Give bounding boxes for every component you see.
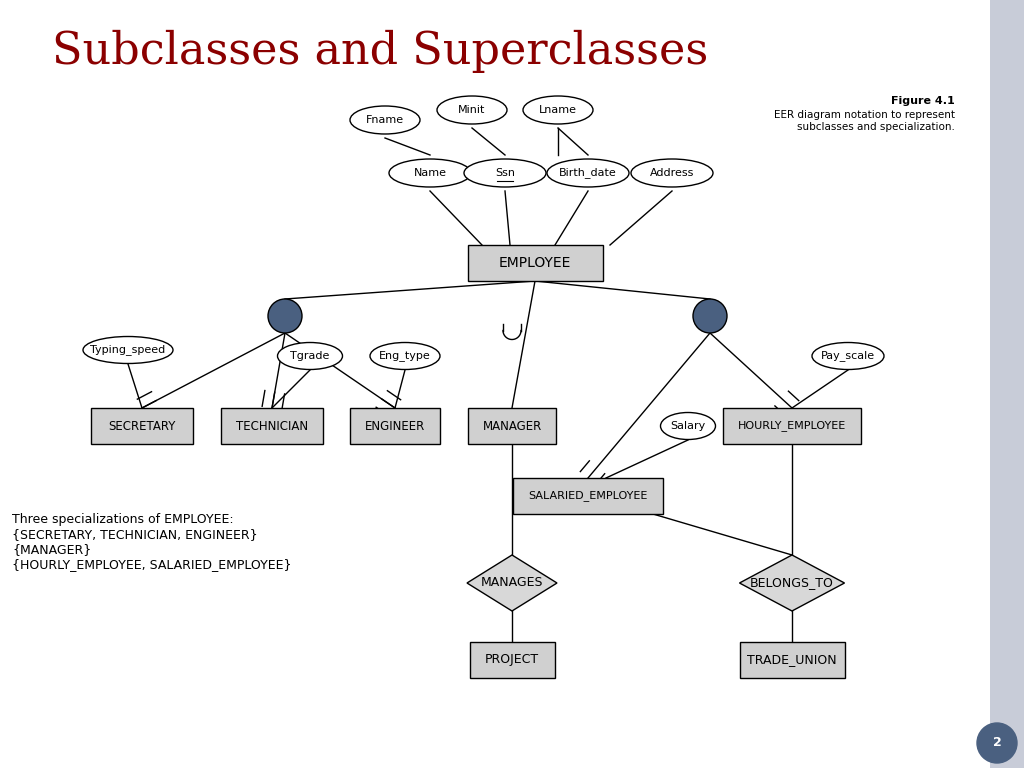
Ellipse shape [389,159,471,187]
Text: MANAGES: MANAGES [480,577,544,590]
Text: HOURLY_EMPLOYEE: HOURLY_EMPLOYEE [738,421,846,432]
FancyBboxPatch shape [468,245,602,281]
Text: Ssn: Ssn [495,168,515,178]
Ellipse shape [464,159,546,187]
Text: MANAGER: MANAGER [482,419,542,432]
FancyBboxPatch shape [513,478,663,514]
FancyBboxPatch shape [221,408,323,444]
Text: Lname: Lname [539,105,577,115]
Text: SALARIED_EMPLOYEE: SALARIED_EMPLOYEE [528,491,648,502]
Text: SECRETARY: SECRETARY [109,419,176,432]
Text: TECHNICIAN: TECHNICIAN [236,419,308,432]
Text: PROJECT: PROJECT [485,654,539,667]
FancyBboxPatch shape [990,0,1024,768]
Text: BELONGS_TO: BELONGS_TO [750,577,834,590]
Text: 2: 2 [992,737,1001,750]
FancyBboxPatch shape [468,408,556,444]
Text: Fname: Fname [366,115,404,125]
FancyBboxPatch shape [469,642,555,678]
Text: Name: Name [414,168,446,178]
Ellipse shape [370,343,440,369]
FancyBboxPatch shape [723,408,861,444]
FancyBboxPatch shape [91,408,193,444]
Ellipse shape [83,336,173,363]
Text: Tgrade: Tgrade [291,351,330,361]
Text: Typing_speed: Typing_speed [90,345,166,356]
Ellipse shape [350,106,420,134]
Text: TRADE_UNION: TRADE_UNION [748,654,837,667]
Ellipse shape [278,343,342,369]
FancyBboxPatch shape [739,642,845,678]
Ellipse shape [523,96,593,124]
Text: Three specializations of EMPLOYEE:
{SECRETARY, TECHNICIAN, ENGINEER}
{MANAGER}
{: Three specializations of EMPLOYEE: {SECR… [12,513,292,571]
FancyBboxPatch shape [350,408,440,444]
Ellipse shape [437,96,507,124]
Text: Salary: Salary [671,421,706,431]
Polygon shape [467,555,557,611]
Text: Minit: Minit [459,105,485,115]
Text: EMPLOYEE: EMPLOYEE [499,256,571,270]
Ellipse shape [547,159,629,187]
Text: Birth_date: Birth_date [559,167,616,178]
Polygon shape [739,555,845,611]
Text: Address: Address [650,168,694,178]
Text: ENGINEER: ENGINEER [365,419,425,432]
Circle shape [693,299,727,333]
Text: EER diagram notation to represent
subclasses and specialization.: EER diagram notation to represent subcla… [774,110,955,131]
Text: Subclasses and Superclasses: Subclasses and Superclasses [52,30,709,73]
Ellipse shape [812,343,884,369]
Text: Figure 4.1: Figure 4.1 [891,96,955,106]
Text: Pay_scale: Pay_scale [821,350,876,362]
Ellipse shape [631,159,713,187]
Circle shape [268,299,302,333]
Ellipse shape [660,412,716,439]
Text: Eng_type: Eng_type [379,350,431,362]
Circle shape [977,723,1017,763]
